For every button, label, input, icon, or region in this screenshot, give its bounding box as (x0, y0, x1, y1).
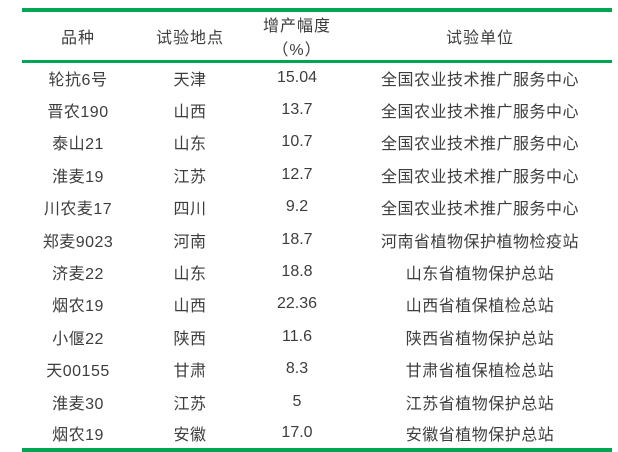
cell-variety: 天00155 (46, 363, 110, 381)
cell-increase: 22.36 (276, 295, 318, 313)
cell-unit: 甘肃省植保植检总站 (405, 363, 555, 381)
cell-location: 甘肃 (173, 363, 207, 381)
cell-unit: 全国农业技术推广服务中心 (380, 201, 579, 219)
cell-unit: 全国农业技术推广服务中心 (380, 136, 579, 154)
cell-increase: 5 (292, 392, 302, 410)
header-variety: 品种 (22, 8, 134, 63)
cell-variety: 川农麦17 (43, 201, 113, 219)
cell-increase: 9.2 (285, 198, 309, 216)
cell-variety: 小偃22 (52, 330, 104, 348)
cell-variety: 泰山21 (52, 136, 104, 154)
cell-location: 江苏 (173, 168, 207, 186)
trial-results-table-wrap: 品种 试验地点 增产幅度（%） 试验单位 轮抗6号 天津 15.04 全国农业技术推广… (22, 8, 612, 452)
cell-location: 陕西 (173, 330, 207, 348)
table-row: 泰山21 山东 10.7 全国农业技术推广服务中心 (22, 126, 612, 158)
table-row: 济麦22 山东 18.8 山东省植物保护总站 (22, 256, 612, 288)
table-row: 淮麦19 江苏 12.7 全国农业技术推广服务中心 (22, 159, 612, 191)
header-location: 试验地点 (134, 8, 246, 63)
table-row: 烟农19 山西 22.36 山西省植保植检总站 (22, 288, 612, 320)
cell-increase: 13.7 (281, 101, 313, 119)
cell-increase: 10.7 (281, 133, 313, 151)
cell-increase: 18.7 (281, 230, 313, 248)
table-row: 郑麦9023 河南 18.7 河南省植物保护植物检疫站 (22, 223, 612, 255)
cell-location: 江苏 (173, 395, 207, 413)
header-increase: 增产幅度（%） (246, 8, 348, 63)
cell-increase: 15.04 (276, 69, 318, 87)
cell-variety: 轮抗6号 (48, 72, 108, 90)
trial-results-table: 品种 试验地点 增产幅度（%） 试验单位 轮抗6号 天津 15.04 全国农业技术推广… (22, 8, 612, 452)
cell-location: 山东 (173, 136, 207, 154)
cell-variety: 淮麦19 (52, 168, 104, 186)
cell-unit: 山西省植保植检总站 (405, 298, 555, 316)
cell-location: 山西 (173, 104, 207, 122)
header-unit: 试验单位 (348, 8, 612, 63)
cell-variety: 烟农19 (52, 298, 104, 316)
cell-increase: 8.3 (285, 360, 309, 378)
cell-increase: 17.0 (246, 417, 348, 452)
cell-location: 河南 (173, 233, 207, 251)
table-row: 川农麦17 四川 9.2 全国农业技术推广服务中心 (22, 191, 612, 223)
table-row: 小偃22 陕西 11.6 陕西省植物保护总站 (22, 321, 612, 353)
cell-unit: 陕西省植物保护总站 (405, 330, 555, 348)
table-header: 品种 试验地点 增产幅度（%） 试验单位 (22, 8, 612, 63)
cell-variety: 烟农19 (22, 417, 134, 452)
cell-unit: 全国农业技术推广服务中心 (380, 104, 579, 122)
table-row: 天00155 甘肃 8.3 甘肃省植保植检总站 (22, 353, 612, 385)
cell-unit: 山东省植物保护总站 (405, 266, 555, 284)
table-row: 淮麦30 江苏 5 江苏省植物保护总站 (22, 385, 612, 417)
cell-location: 山东 (173, 266, 207, 284)
cell-unit: 全国农业技术推广服务中心 (380, 72, 579, 90)
cell-unit: 安徽省植物保护总站 (348, 417, 612, 452)
table-row: 烟农19 安徽 17.0 安徽省植物保护总站 (22, 417, 612, 452)
cell-unit: 江苏省植物保护总站 (405, 395, 555, 413)
cell-location: 天津 (173, 72, 207, 90)
cell-location: 山西 (173, 298, 207, 316)
cell-variety: 济麦22 (52, 266, 104, 284)
cell-increase: 11.6 (282, 327, 312, 345)
table-header-row: 品种 试验地点 增产幅度（%） 试验单位 (22, 8, 612, 63)
cell-variety: 淮麦30 (52, 395, 104, 413)
cell-variety: 郑麦9023 (42, 233, 114, 251)
cell-location: 四川 (173, 201, 207, 219)
table-row: 晋农190 山西 13.7 全国农业技术推广服务中心 (22, 94, 612, 126)
cell-increase: 12.7 (281, 165, 313, 183)
table-row: 轮抗6号 天津 15.04 全国农业技术推广服务中心 (22, 62, 612, 94)
cell-location: 安徽 (134, 417, 246, 452)
cell-unit: 河南省植物保护植物检疫站 (380, 233, 579, 251)
cell-unit: 全国农业技术推广服务中心 (380, 168, 579, 186)
table-body: 轮抗6号 天津 15.04 全国农业技术推广服务中心 晋农190 山西 13.7 全国农业技术… (22, 62, 612, 452)
cell-increase: 18.8 (281, 263, 313, 281)
cell-variety: 晋农190 (47, 104, 109, 122)
